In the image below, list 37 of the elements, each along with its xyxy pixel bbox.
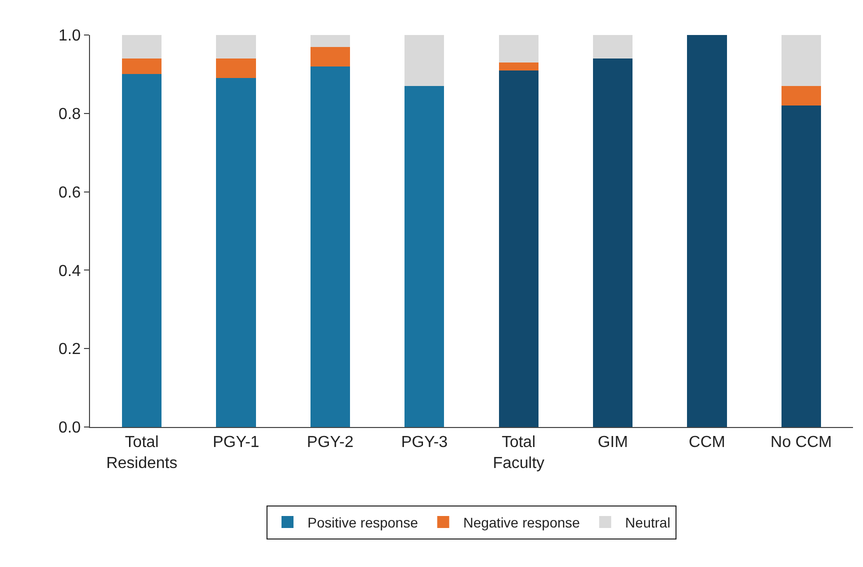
bar <box>122 58 162 74</box>
bar <box>498 35 538 62</box>
bar <box>498 62 538 70</box>
y-tick-label: 1.0 <box>58 28 81 45</box>
bar <box>781 35 821 86</box>
y-tick-label: 0.6 <box>58 184 81 202</box>
bar <box>310 35 350 47</box>
x-tick-label: No CCM <box>770 434 832 452</box>
legend-label: Negative response <box>463 514 580 530</box>
bar <box>404 35 444 86</box>
y-tick-label: 0.0 <box>58 420 81 437</box>
bar <box>593 35 633 59</box>
bar <box>122 74 162 427</box>
x-tick-label: Total Residents <box>106 434 178 472</box>
bar <box>687 35 727 427</box>
x-tick-label: CCM <box>688 434 726 452</box>
legend-label: Positive response <box>308 514 418 530</box>
legend-label: Neutral <box>625 514 670 530</box>
x-tick-label: PGY-1 <box>212 434 260 452</box>
x-tick-label: Total Faculty <box>492 434 544 472</box>
y-tick-label: 0.8 <box>58 106 81 123</box>
x-tick-label: PGY-2 <box>306 434 354 452</box>
bar <box>404 86 444 427</box>
bar <box>310 66 350 427</box>
bar <box>781 106 821 427</box>
y-tick-label: 0.4 <box>58 262 81 280</box>
x-tick-label: PGY-3 <box>401 434 448 452</box>
x-tick-label: GIM <box>598 434 628 452</box>
bar <box>498 70 538 427</box>
bar <box>310 46 350 66</box>
bar <box>122 35 162 59</box>
y-tick-label: 0.2 <box>58 341 81 358</box>
bar <box>216 78 256 427</box>
bar <box>593 58 633 427</box>
bar <box>216 58 256 78</box>
bar <box>781 86 821 106</box>
bar <box>216 35 256 59</box>
